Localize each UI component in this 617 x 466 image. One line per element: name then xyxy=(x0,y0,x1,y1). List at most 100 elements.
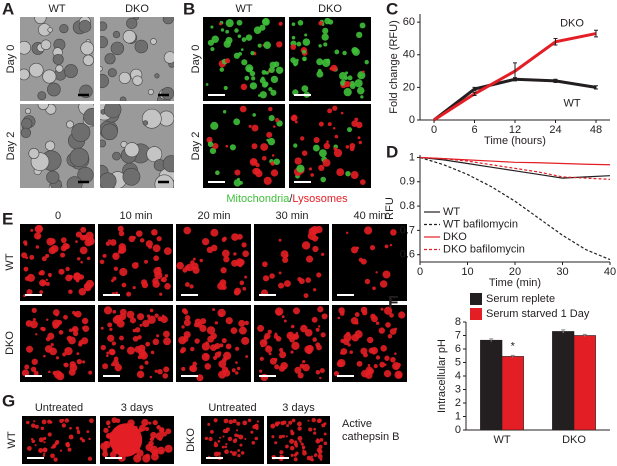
fluo-spot xyxy=(30,228,34,232)
fluo-spot xyxy=(87,456,93,461)
fluo-spot xyxy=(231,233,239,241)
panel-label: D xyxy=(386,142,398,161)
fluo-spot xyxy=(330,64,338,72)
fluo-spot xyxy=(302,360,306,364)
organelle xyxy=(162,17,174,25)
fluo-spot xyxy=(270,169,279,177)
fluo-spot xyxy=(360,347,368,355)
fluo-spot xyxy=(293,453,297,457)
fluo-spot xyxy=(349,146,355,152)
fluo-spot xyxy=(163,366,170,373)
fluo-spot xyxy=(231,368,236,373)
micrograph-content xyxy=(20,224,95,301)
organelle xyxy=(46,170,60,184)
fluo-spot xyxy=(43,447,48,452)
fluo-spot xyxy=(140,279,148,286)
fluo-spot xyxy=(268,87,273,92)
micrograph-content xyxy=(254,305,329,382)
organelle xyxy=(119,96,127,101)
fluo-spot xyxy=(139,323,143,327)
fluo-spot xyxy=(68,434,74,440)
fluo-spot xyxy=(354,321,359,325)
fluo-spot xyxy=(26,273,35,282)
fluo-spot xyxy=(295,444,298,448)
fluo-spot xyxy=(154,369,158,373)
fluo-spot xyxy=(291,418,296,423)
fluo-spot xyxy=(322,27,329,34)
fluo-spot xyxy=(244,320,249,326)
row-label: Day 0 xyxy=(5,45,17,74)
fluo-spot xyxy=(270,423,276,429)
fluo-spot xyxy=(299,440,302,443)
fluo-spot xyxy=(189,284,194,289)
fluo-spot xyxy=(321,313,328,320)
fluo-spot xyxy=(106,422,110,426)
fluo-spot xyxy=(384,244,389,249)
x-tick-label: WT xyxy=(493,434,510,446)
fluo-spot xyxy=(62,242,70,250)
micrograph-content xyxy=(254,224,329,301)
fluo-spot xyxy=(150,452,159,461)
fluo-spot xyxy=(52,322,59,329)
fluo-spot xyxy=(316,272,322,278)
fluo-spot xyxy=(132,335,139,342)
fluo-spot xyxy=(31,358,38,365)
fluo-spot xyxy=(217,439,221,443)
fluo-spot xyxy=(196,322,203,328)
fluo-spot xyxy=(333,147,338,151)
y-tick-label: 4 xyxy=(455,370,461,382)
fluo-spot xyxy=(268,352,272,356)
fluo-spot xyxy=(212,308,216,312)
fluo-spot xyxy=(235,346,240,351)
fluo-spot xyxy=(33,232,42,240)
fluo-spot xyxy=(224,449,229,455)
fluo-spot xyxy=(126,310,135,319)
fluo-spot xyxy=(277,421,281,425)
micrograph-content xyxy=(176,305,251,382)
fluo-spot xyxy=(102,253,107,258)
fluo-spot xyxy=(63,314,68,320)
fluo-spot xyxy=(259,356,264,361)
organelle xyxy=(64,64,78,78)
fluo-spot xyxy=(278,21,283,26)
fluo-spot xyxy=(221,284,227,290)
fluo-spot xyxy=(44,345,53,353)
fluo-spot xyxy=(121,282,127,288)
fluo-spot xyxy=(238,326,247,335)
organelle xyxy=(55,64,64,73)
micrograph-content xyxy=(289,17,371,101)
fluo-spot xyxy=(290,324,295,329)
y-tick-label: 1 xyxy=(455,410,461,422)
fluo-spot xyxy=(294,333,299,338)
fluo-spot xyxy=(269,273,275,279)
fluo-spot xyxy=(81,317,89,325)
fluo-spot xyxy=(318,164,325,171)
fluo-spot xyxy=(159,292,163,296)
organelle xyxy=(59,23,69,34)
fluo-aggregate xyxy=(109,423,143,457)
fluo-spot xyxy=(393,364,399,370)
fluo-spot xyxy=(213,442,219,448)
fluo-spot xyxy=(164,282,171,290)
fluo-spot xyxy=(241,37,247,42)
fluo-spot xyxy=(30,366,37,373)
fluo-spot xyxy=(304,33,308,37)
fluo-spot xyxy=(241,336,250,345)
fluo-spot xyxy=(38,437,44,443)
fluo-spot xyxy=(206,326,216,335)
organelle xyxy=(142,120,149,126)
fluo-spot xyxy=(389,243,393,247)
fluo-spot xyxy=(356,360,363,367)
micrograph xyxy=(100,17,174,101)
fluo-spot xyxy=(234,169,241,176)
fluo-spot xyxy=(47,272,52,277)
fluo-spot xyxy=(220,28,225,32)
column-label: 10 min xyxy=(119,210,152,222)
fluo-spot xyxy=(237,34,242,38)
fluo-spot xyxy=(305,277,312,283)
fluo-spot xyxy=(310,457,314,462)
fluo-spot xyxy=(107,322,113,328)
fluo-spot xyxy=(365,371,373,379)
fluo-spot xyxy=(259,91,267,99)
fluo-spot xyxy=(156,266,161,271)
